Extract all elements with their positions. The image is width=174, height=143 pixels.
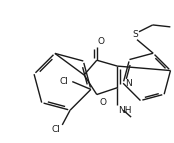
- Text: Cl: Cl: [60, 77, 68, 86]
- Text: O: O: [100, 99, 107, 108]
- Text: Cl: Cl: [52, 125, 60, 134]
- Text: NH: NH: [118, 106, 132, 115]
- Text: O: O: [98, 36, 105, 45]
- Text: N: N: [125, 79, 132, 88]
- Text: S: S: [132, 30, 138, 39]
